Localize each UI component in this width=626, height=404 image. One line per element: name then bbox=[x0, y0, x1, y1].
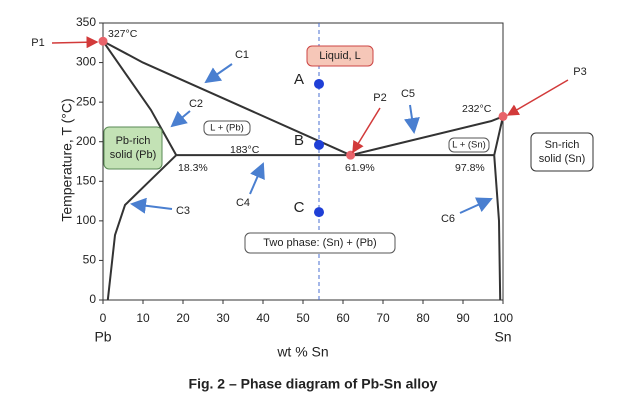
callout-arrow bbox=[506, 79, 569, 116]
region-label: solid (Sn) bbox=[539, 153, 585, 165]
region-label: Two phase: (Sn) + (Pb) bbox=[263, 237, 376, 249]
x-tick-label: 50 bbox=[296, 311, 310, 325]
x-tick-label: 70 bbox=[376, 311, 390, 325]
callout-label: C4 bbox=[236, 197, 250, 209]
x-end-label: Sn bbox=[494, 329, 511, 345]
callout-label: P2 bbox=[373, 92, 386, 104]
region-label: L + (Pb) bbox=[210, 123, 244, 134]
callout-label: C5 bbox=[401, 88, 415, 100]
annotation: 327°C bbox=[108, 28, 138, 40]
region-box bbox=[203, 120, 251, 136]
callout-arrow bbox=[170, 110, 191, 128]
plot-frame bbox=[102, 22, 504, 301]
point bbox=[314, 139, 324, 150]
x-tick-label: 30 bbox=[216, 311, 230, 325]
y-tick-label: 250 bbox=[76, 94, 96, 108]
region-box bbox=[448, 137, 490, 153]
region-box bbox=[244, 232, 396, 254]
key-point bbox=[98, 36, 108, 46]
y-tick-label: 350 bbox=[76, 15, 96, 29]
region-label: Liquid, L bbox=[319, 50, 361, 62]
region-box bbox=[306, 45, 374, 67]
callout-label: P3 bbox=[573, 66, 586, 78]
x-tick-label: 40 bbox=[256, 311, 270, 325]
point-label: B bbox=[294, 132, 304, 149]
callout-label: C1 bbox=[235, 49, 249, 61]
point bbox=[314, 207, 324, 218]
phase-boundary bbox=[493, 116, 504, 156]
x-tick-label: 80 bbox=[416, 311, 430, 325]
phase-boundary bbox=[102, 40, 352, 157]
y-tick-label: 100 bbox=[76, 213, 96, 227]
annotation: 232°C bbox=[462, 103, 492, 115]
callout-label: C3 bbox=[176, 205, 190, 217]
y-tick-label: 50 bbox=[83, 253, 97, 267]
phase-boundary bbox=[102, 40, 178, 156]
y-tick-label: 150 bbox=[76, 173, 96, 187]
region-label: Pb-rich bbox=[116, 135, 151, 147]
x-tick-label: 100 bbox=[493, 311, 513, 325]
x-end-label: Pb bbox=[94, 329, 111, 345]
x-tick-label: 10 bbox=[136, 311, 150, 325]
callout-label: C6 bbox=[441, 213, 455, 225]
annotation: 97.8% bbox=[455, 162, 485, 174]
callout-arrow bbox=[130, 197, 173, 214]
y-tick-label: 300 bbox=[76, 55, 96, 69]
x-tick-label: 20 bbox=[176, 311, 190, 325]
region-label: L + (Sn) bbox=[452, 140, 486, 151]
callout-arrow bbox=[404, 104, 420, 134]
caption: Fig. 2 – Phase diagram of Pb-Sn alloy bbox=[189, 376, 438, 392]
callout-arrow bbox=[352, 107, 381, 154]
y-tick-label: 200 bbox=[76, 134, 96, 148]
point-label: C bbox=[294, 199, 305, 216]
x-tick-label: 0 bbox=[100, 311, 107, 325]
region-box bbox=[530, 132, 594, 172]
key-point bbox=[498, 111, 508, 121]
point bbox=[314, 78, 324, 89]
callout-arrow bbox=[51, 36, 99, 49]
phase-boundary bbox=[493, 155, 502, 301]
callout-label: C2 bbox=[189, 98, 203, 110]
phase-boundary bbox=[106, 154, 177, 301]
callout-arrow bbox=[249, 162, 265, 195]
callout-arrow bbox=[204, 63, 233, 84]
x-axis-label: wt % Sn bbox=[276, 344, 328, 360]
annotation: 18.3% bbox=[178, 162, 208, 174]
point-label: A bbox=[294, 71, 304, 88]
callout-arrow bbox=[459, 197, 493, 214]
region-box bbox=[103, 126, 163, 170]
region-label: solid (Pb) bbox=[110, 149, 156, 161]
annotation: 183°C bbox=[230, 144, 260, 156]
callout-label: P1 bbox=[31, 37, 44, 49]
region-label: Sn-rich bbox=[545, 139, 580, 151]
annotation: 61.9% bbox=[345, 162, 375, 174]
y-axis-label: Temperature, T (°C) bbox=[59, 98, 75, 221]
x-tick-label: 90 bbox=[456, 311, 470, 325]
y-tick-label: 0 bbox=[89, 292, 96, 306]
x-tick-label: 60 bbox=[336, 311, 350, 325]
